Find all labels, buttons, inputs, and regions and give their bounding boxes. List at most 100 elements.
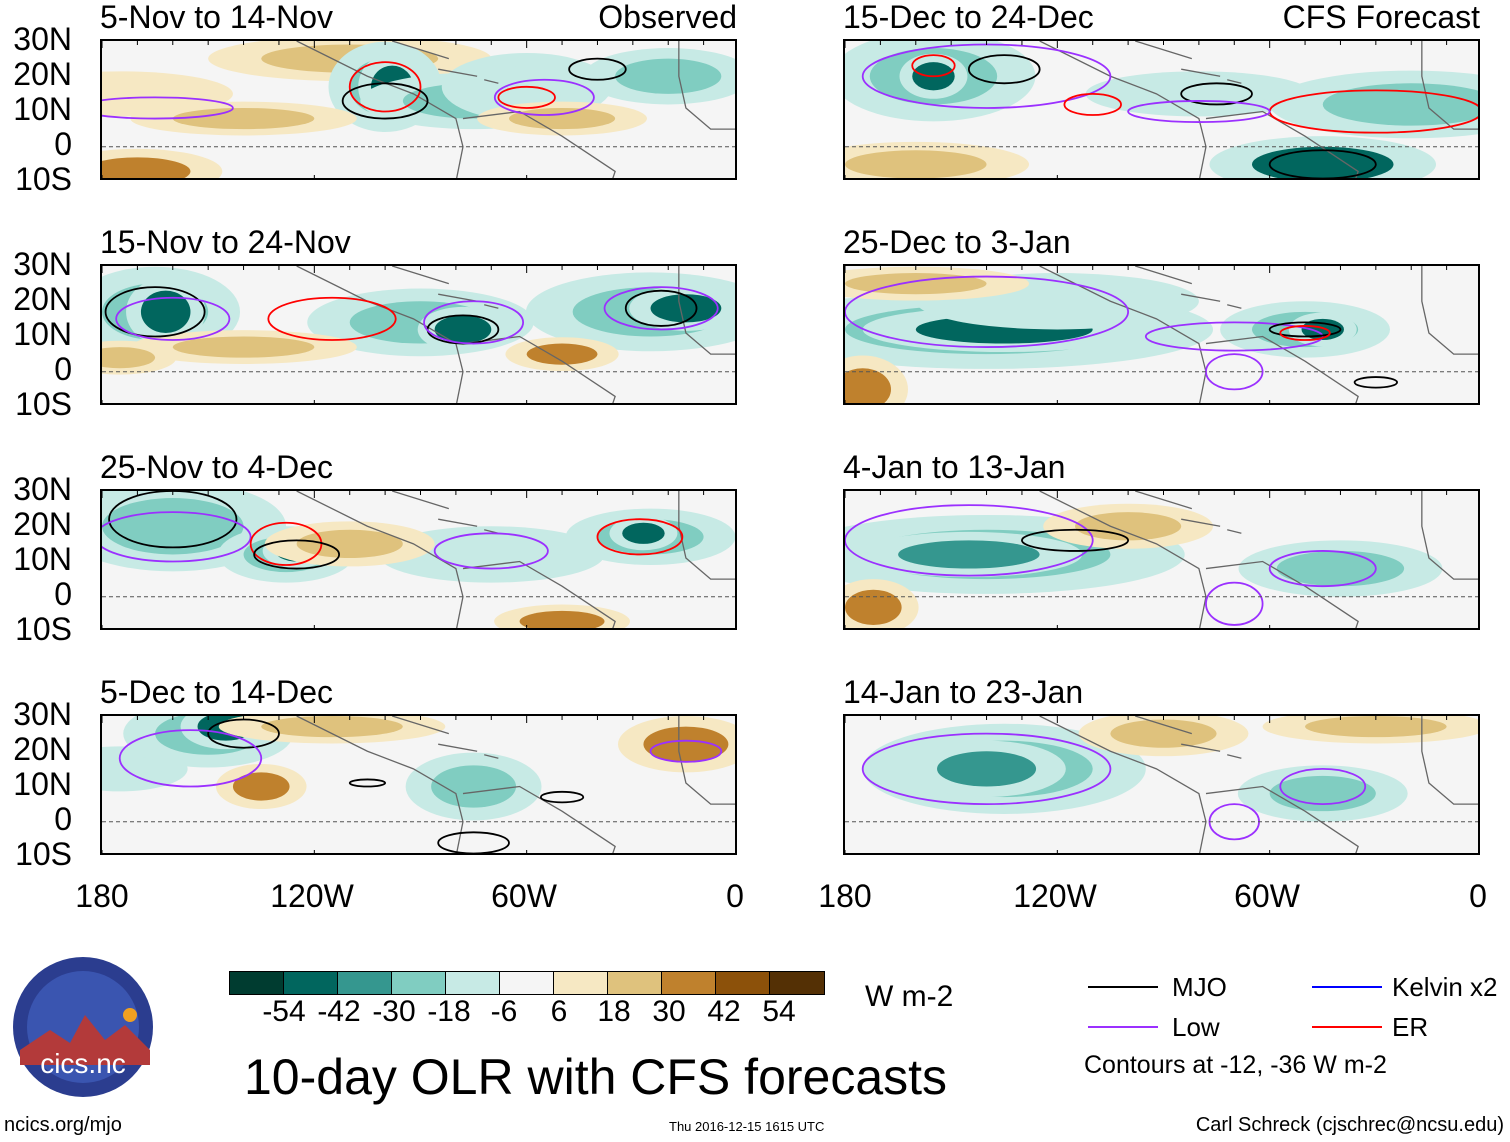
- lat-label: 20N: [13, 506, 72, 542]
- wave-contour: [1205, 581, 1264, 626]
- cics-logo: cics.nc: [13, 957, 153, 1097]
- er-legend-label: ER: [1392, 1012, 1429, 1042]
- olr-anomaly-blob: [102, 157, 191, 178]
- lat-label: 10N: [13, 766, 72, 802]
- olr-anomaly-blob: [508, 107, 616, 130]
- map-panel: 5-Dec to 14-Dec: [100, 674, 737, 855]
- wave-contour: [539, 790, 585, 804]
- panel-title: 25-Nov to 4-Dec: [100, 449, 333, 485]
- olr-anomaly-blob: [1301, 318, 1344, 341]
- kelvin-legend-label: Kelvin x2: [1392, 972, 1498, 1002]
- lat-label: 10S: [15, 161, 72, 197]
- coastline: [296, 266, 735, 403]
- colorbar-swatch: [392, 972, 446, 994]
- olr-anomaly-blob: [140, 290, 191, 333]
- wave-contour: [348, 778, 387, 788]
- wave-contour: [115, 296, 231, 341]
- lat-label: 10S: [15, 836, 72, 872]
- lat-label: 0: [54, 351, 72, 387]
- olr-map: [843, 39, 1480, 180]
- olr-anomaly-blob: [431, 765, 517, 808]
- lat-label: 20N: [13, 731, 72, 767]
- colorbar-swatch: [500, 972, 554, 994]
- lat-label: 10N: [13, 91, 72, 127]
- olr-anomaly-blob: [622, 522, 665, 544]
- olr-anomaly-blob: [102, 754, 163, 783]
- wave-contour: [568, 57, 627, 81]
- lat-label: 0: [54, 126, 72, 162]
- olr-map: [843, 714, 1480, 855]
- olr-anomaly-blob: [845, 368, 891, 403]
- olr-anomaly-blob: [420, 536, 563, 573]
- wave-contour: [1180, 82, 1253, 106]
- low-legend-label: Low: [1172, 1012, 1220, 1042]
- wave-contour: [649, 739, 723, 763]
- olr-map: [843, 264, 1480, 405]
- er-legend-line: [1312, 1026, 1382, 1028]
- wave-contour: [118, 729, 263, 788]
- wave-contour: [348, 61, 422, 113]
- colorbar-swatch: [662, 972, 716, 994]
- svg-text:cics.nc: cics.nc: [40, 1048, 126, 1079]
- olr-map: [100, 489, 737, 630]
- coastline: [1039, 266, 1478, 403]
- wave-contour: [596, 518, 684, 556]
- lon-label: 180: [75, 878, 129, 914]
- colorbar-swatch: [554, 972, 608, 994]
- olr-anomaly-blob: [172, 107, 315, 130]
- lon-label: 120W: [270, 878, 354, 914]
- panel-title: 25-Dec to 3-Jan: [843, 224, 1071, 260]
- wave-contour: [1268, 321, 1342, 338]
- olr-anomaly-blob: [434, 315, 492, 344]
- olr-anomaly-blob: [1075, 512, 1182, 541]
- wave-contour: [1268, 550, 1377, 588]
- wave-contour: [267, 296, 397, 341]
- units-label: W m-2: [865, 980, 954, 1013]
- colorbar-swatch: [770, 972, 824, 994]
- lat-label: 0: [54, 576, 72, 612]
- wave-contour: [1279, 325, 1331, 341]
- olr-anomaly-blob: [102, 498, 244, 555]
- coastline: [1039, 491, 1478, 628]
- wave-contour: [497, 85, 556, 109]
- colorbar-label: -30: [372, 995, 416, 1028]
- footer-url: ncics.org/mjo: [4, 1114, 122, 1136]
- lon-label: 180: [818, 878, 872, 914]
- colorbar-label: 30: [652, 995, 686, 1028]
- olr-anomaly-blob: [845, 150, 987, 178]
- lon-label: 60W: [1234, 878, 1300, 914]
- lat-label: 30N: [13, 696, 72, 732]
- observed-label: Observed: [598, 0, 737, 35]
- map-panel: 25-Nov to 4-Dec: [100, 449, 737, 630]
- lon-label: 60W: [491, 878, 557, 914]
- panel-title: 5-Nov to 14-Nov: [100, 0, 333, 35]
- olr-anomaly-blob: [1128, 79, 1270, 108]
- wave-contour: [1063, 92, 1122, 116]
- kelvin-legend-line: [1312, 986, 1382, 988]
- colorbar-swatch: [608, 972, 662, 994]
- olr-anomaly-blob: [102, 79, 191, 108]
- figure-title: 10-day OLR with CFS forecasts: [244, 1049, 948, 1105]
- mjo-legend-line: [1088, 986, 1158, 988]
- wave-contour: [845, 504, 1094, 577]
- olr-anomaly-blob: [296, 529, 403, 558]
- wave-contour: [911, 54, 956, 78]
- low-legend-line: [1088, 1026, 1158, 1028]
- olr-anomaly-blob: [650, 294, 722, 323]
- panel-title: 5-Dec to 14-Dec: [100, 674, 333, 710]
- coastline: [296, 491, 735, 628]
- wave-contour: [603, 286, 719, 331]
- wave-contour: [1353, 376, 1398, 389]
- mjo-legend-label: MJO: [1172, 972, 1227, 1002]
- map-panel: 14-Jan to 23-Jan: [843, 674, 1480, 855]
- panel-title: 15-Nov to 24-Nov: [100, 224, 351, 260]
- map-panel: 5-Nov to 14-Nov Observed: [100, 0, 737, 180]
- olr-anomaly-blob: [1276, 550, 1405, 587]
- olr-anomaly-blob: [968, 283, 1146, 319]
- wave-contour: [437, 831, 510, 853]
- colorbar-swatch: [284, 972, 338, 994]
- wave-contour: [624, 289, 698, 327]
- coastline: [1039, 716, 1478, 853]
- olr-map: [843, 489, 1480, 630]
- footer-timestamp: Thu 2016-12-15 1615 UTC: [669, 1119, 825, 1134]
